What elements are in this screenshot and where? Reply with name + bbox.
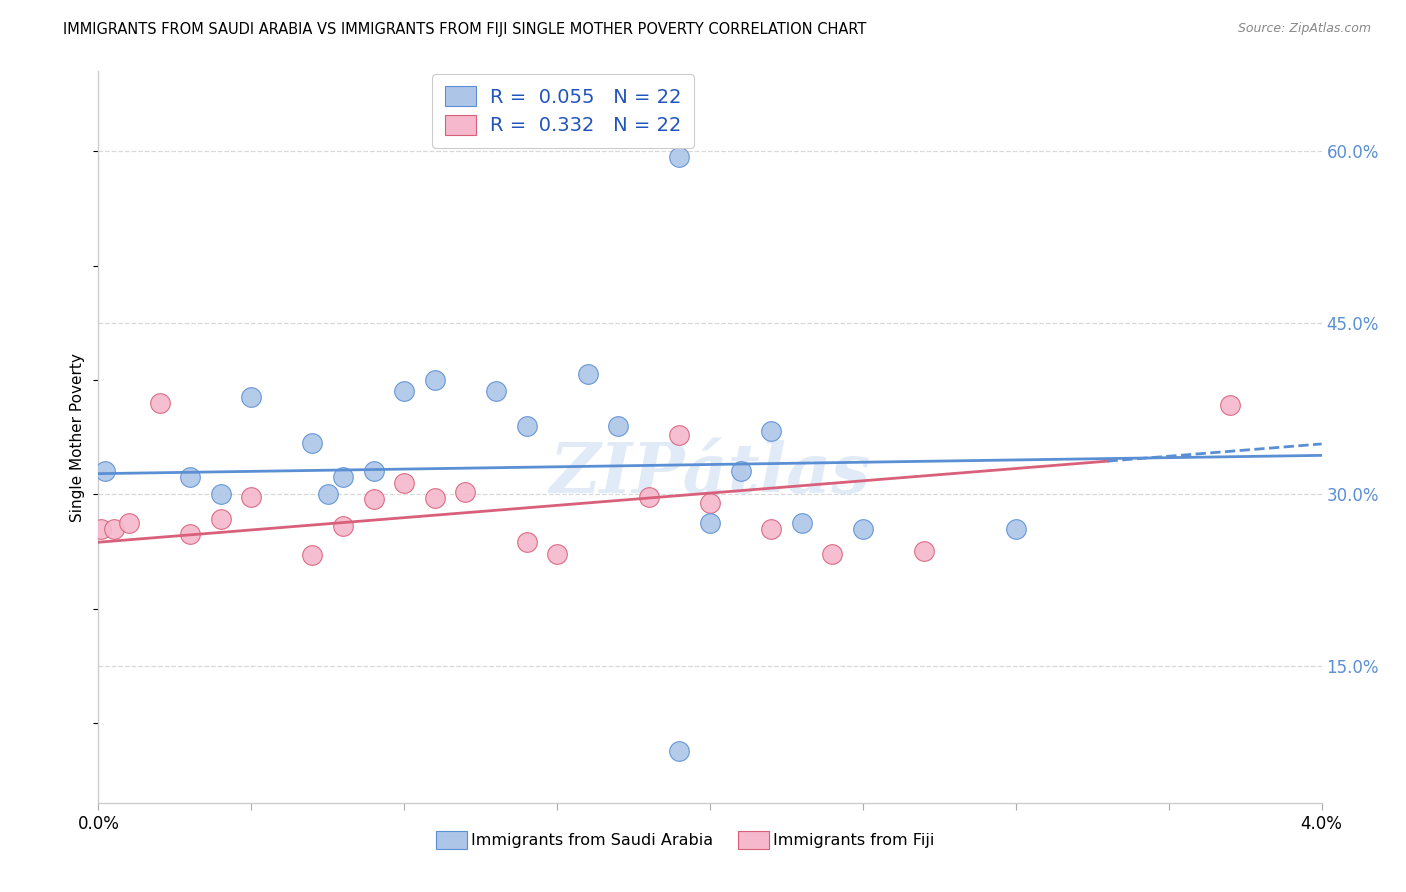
Point — [454, 485, 477, 500]
Point — [332, 519, 354, 533]
Text: ZIPátlas: ZIPátlas — [550, 440, 870, 508]
Point — [1004, 521, 1026, 535]
Point — [301, 435, 323, 450]
Point — [852, 521, 875, 535]
Point — [516, 418, 538, 433]
Text: Source: ZipAtlas.com: Source: ZipAtlas.com — [1237, 22, 1371, 36]
Point — [392, 475, 416, 490]
Point — [332, 470, 354, 484]
Point — [423, 491, 446, 505]
Point — [699, 516, 721, 530]
Point — [668, 744, 690, 758]
Point — [790, 516, 813, 530]
Text: Immigrants from Fiji: Immigrants from Fiji — [773, 833, 935, 847]
Point — [240, 490, 263, 504]
Point — [637, 490, 661, 504]
Point — [730, 464, 752, 478]
Point — [699, 496, 721, 510]
Point — [668, 150, 690, 164]
Point — [1219, 398, 1241, 412]
Point — [209, 512, 232, 526]
Point — [179, 470, 201, 484]
Point — [392, 384, 416, 399]
Point — [363, 464, 385, 478]
Point — [240, 390, 263, 404]
Point — [179, 527, 201, 541]
Point — [93, 464, 115, 478]
Point — [759, 521, 782, 535]
Point — [546, 547, 568, 561]
Point — [607, 418, 630, 433]
Text: IMMIGRANTS FROM SAUDI ARABIA VS IMMIGRANTS FROM FIJI SINGLE MOTHER POVERTY CORRE: IMMIGRANTS FROM SAUDI ARABIA VS IMMIGRAN… — [63, 22, 866, 37]
Point — [363, 491, 385, 506]
Point — [516, 535, 538, 549]
Point — [759, 425, 782, 439]
Y-axis label: Single Mother Poverty: Single Mother Poverty — [70, 352, 86, 522]
Point — [301, 548, 323, 562]
Point — [103, 521, 125, 535]
Point — [90, 521, 112, 535]
Point — [912, 544, 935, 558]
Point — [485, 384, 508, 399]
Point — [576, 368, 599, 382]
Point — [668, 427, 690, 442]
Text: Immigrants from Saudi Arabia: Immigrants from Saudi Arabia — [471, 833, 713, 847]
Point — [118, 516, 141, 530]
Point — [821, 547, 844, 561]
Point — [209, 487, 232, 501]
Point — [149, 396, 172, 410]
Legend: R =  0.055   N = 22, R =  0.332   N = 22: R = 0.055 N = 22, R = 0.332 N = 22 — [433, 74, 695, 148]
Point — [423, 373, 446, 387]
Point — [316, 487, 339, 501]
